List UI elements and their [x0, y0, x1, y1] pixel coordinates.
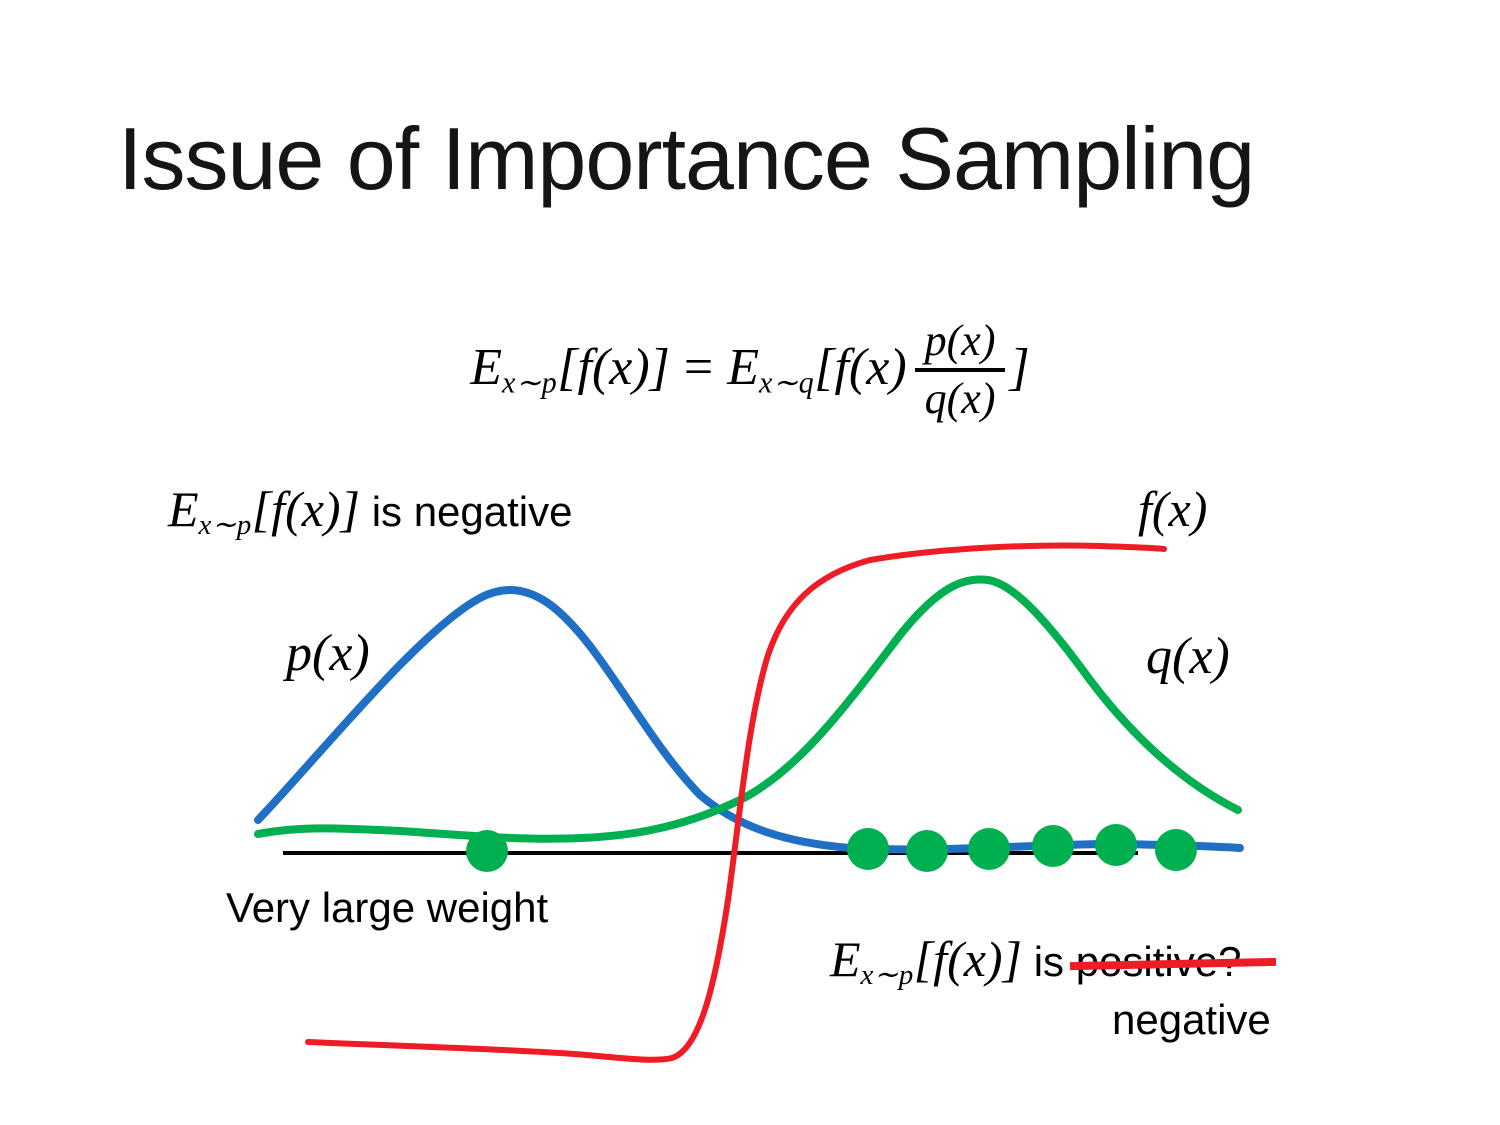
formula-rhs-arg: [f(x): [814, 338, 907, 396]
q-curve: [254, 575, 1242, 843]
neg-math-subscript: x∼p: [198, 509, 252, 542]
sample-dot: [1095, 824, 1137, 866]
importance-sampling-formula: Ex∼p[f(x)] = Ex∼q[f(x) p(x) q(x)]: [0, 317, 1500, 424]
struck-positive-text: positive?: [1069, 938, 1276, 986]
formula-close-bracket: ]: [1009, 338, 1030, 396]
p-curve-label: p(x): [286, 625, 370, 682]
expectation-positive-label: Ex∼p[f(x)] is positive?: [830, 930, 1276, 992]
sample-dots: [466, 824, 1197, 872]
formula-lhs-arg: [f(x)]: [557, 338, 670, 396]
very-large-weight-label: Very large weight: [226, 884, 549, 931]
sample-dot: [1032, 825, 1074, 867]
expectation-negative-label: Ex∼p[f(x)] is negative: [168, 480, 573, 542]
fraction-numerator: p(x): [914, 317, 1006, 373]
formula-lhs-subscript: x∼p: [502, 365, 558, 400]
neg-math-E: E: [168, 481, 199, 537]
sample-dot: [1155, 829, 1197, 871]
fraction-denominator: q(x): [924, 374, 996, 424]
f-curve-label: f(x): [1138, 481, 1208, 537]
pos-math-subscript: x∼p: [860, 959, 914, 992]
sample-dot: [968, 828, 1010, 870]
p-curve: [254, 586, 1244, 854]
importance-weight-fraction: p(x) q(x): [914, 317, 1006, 424]
formula-rhs-E: E: [727, 338, 759, 396]
neg-math-arg: [f(x)]: [251, 481, 361, 537]
positive-text: positive?: [1075, 938, 1242, 985]
sample-dot: [847, 828, 889, 870]
negative-correction-label: negative: [1112, 996, 1271, 1043]
formula-lhs-E: E: [470, 338, 503, 396]
neg-text: is negative: [360, 488, 573, 535]
pos-is-text: is: [1022, 938, 1076, 985]
formula-equals: =: [683, 338, 714, 396]
f-curve: [305, 542, 1167, 1063]
formula-rhs-subscript: x∼q: [759, 365, 815, 400]
slide-title: Issue of Importance Sampling: [118, 109, 1255, 208]
q-curve-label: q(x): [1146, 628, 1230, 685]
pos-math-arg: [f(x)]: [913, 931, 1023, 987]
pos-math-E: E: [830, 931, 861, 987]
sample-dot: [906, 830, 948, 872]
weight-sample-dot: [466, 830, 508, 872]
